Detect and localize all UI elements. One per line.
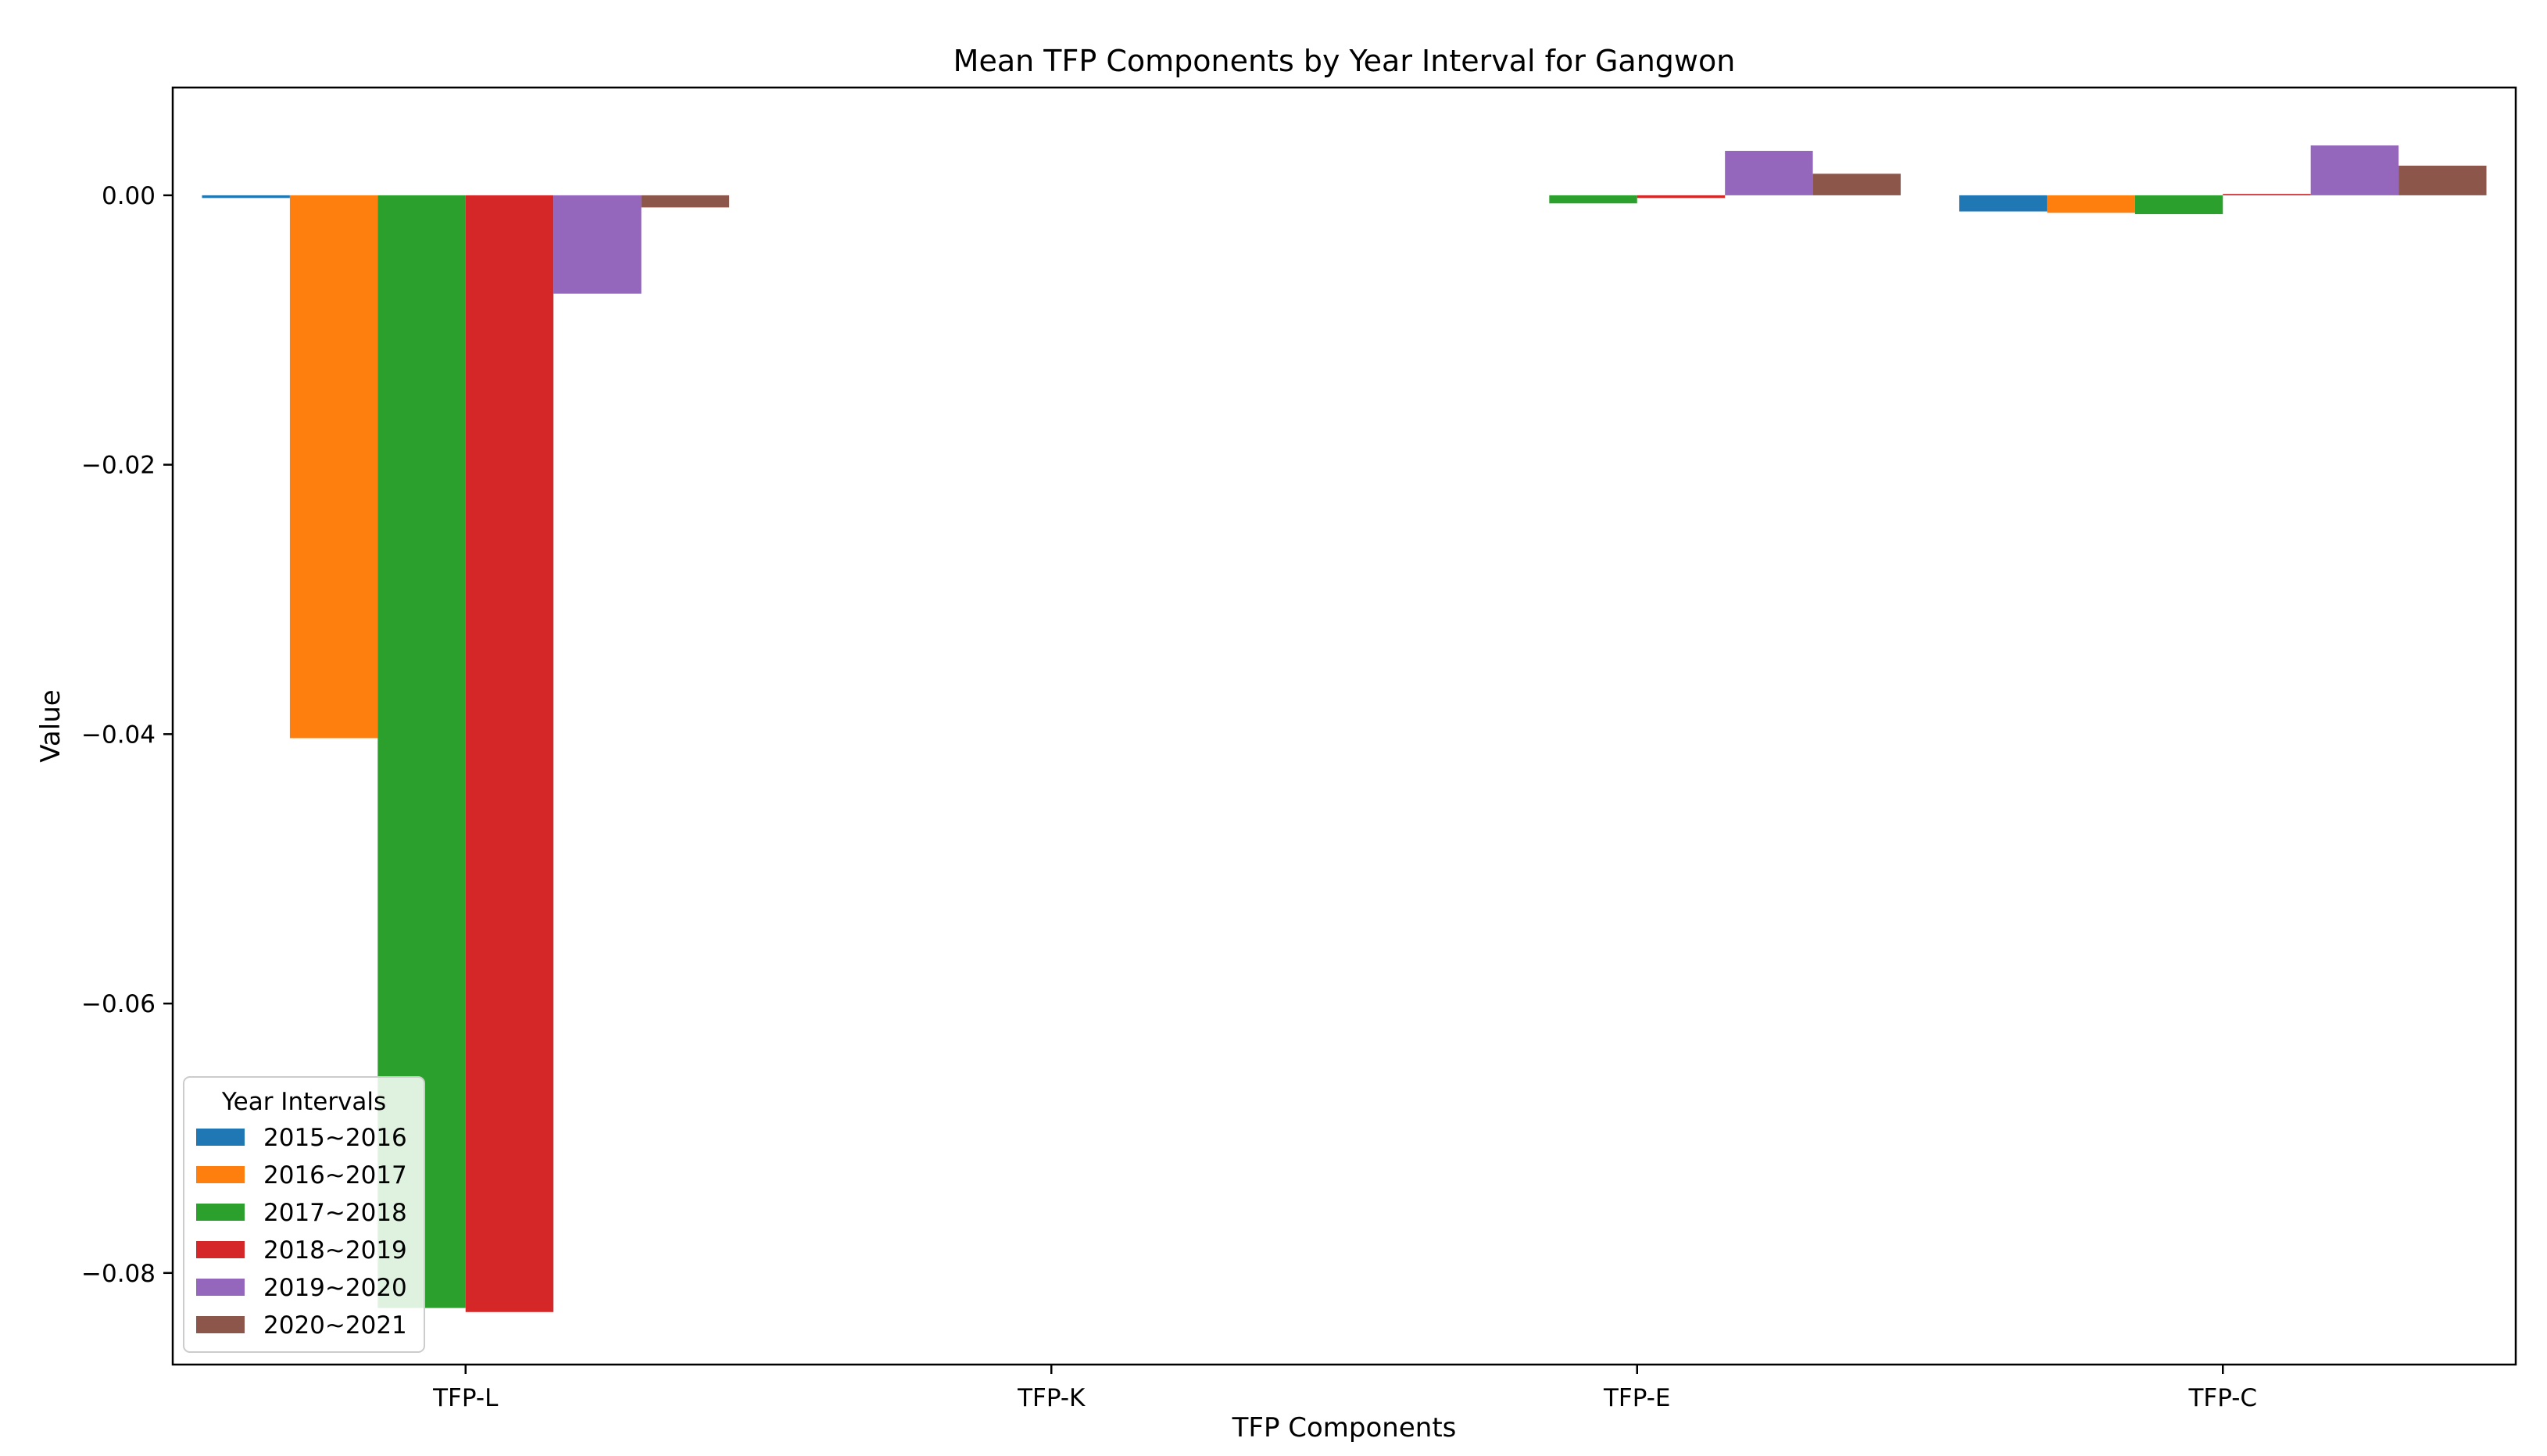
y-tick-label: 0.00: [102, 182, 156, 210]
bar-tfp-e-2017-2018: [1549, 195, 1637, 204]
y-tick-label: −0.02: [81, 452, 156, 480]
x-axis-label: TFP Components: [1232, 1412, 1457, 1443]
bars-layer: [202, 145, 2487, 1312]
legend-label: 2020~2021: [263, 1311, 407, 1340]
legend-label: 2016~2017: [263, 1161, 407, 1189]
bar-tfp-c-2016-2017: [2047, 195, 2135, 213]
bar-tfp-c-2018-2019: [2223, 194, 2311, 195]
legend-label: 2015~2016: [263, 1124, 407, 1152]
bar-tfp-l-2020-2021: [641, 195, 730, 208]
legend-swatch: [196, 1166, 245, 1183]
bar-tfp-c-2019-2020: [2310, 145, 2399, 195]
legend-swatch: [196, 1279, 245, 1296]
y-axis-label: Value: [35, 689, 66, 762]
legend-label: 2018~2019: [263, 1236, 407, 1265]
legend-label: 2019~2020: [263, 1274, 407, 1302]
x-tick-label: TFP-C: [2187, 1384, 2257, 1412]
y-tick-label: −0.06: [81, 990, 156, 1018]
bar-tfp-c-2015-2016: [1959, 195, 2048, 212]
bar-tfp-e-2019-2020: [1725, 151, 1813, 195]
x-tick-label: TFP-E: [1603, 1384, 1671, 1412]
bar-tfp-e-2020-2021: [1812, 174, 1901, 195]
bar-tfp-l-2018-2019: [465, 195, 554, 1312]
bar-tfp-l-2019-2020: [553, 195, 642, 294]
plot-frame: [171, 86, 2517, 1366]
x-tick-label: TFP-K: [1017, 1384, 1086, 1412]
bar-tfp-l-2016-2017: [289, 195, 378, 739]
bar-tfp-c-2020-2021: [2399, 165, 2487, 195]
x-tick-label: TFP-L: [432, 1384, 499, 1412]
y-tick-label: −0.08: [81, 1260, 156, 1288]
legend-swatch: [196, 1204, 245, 1221]
legend-label: 2017~2018: [263, 1199, 407, 1227]
legend-swatch: [196, 1316, 245, 1333]
axes-layer: 0.00 −0.02 −0.04 −0.06 −0.08 TFP-L TFP-K TFP-E T…: [81, 182, 2257, 1412]
y-tick-label: −0.04: [81, 721, 156, 749]
bar-tfp-l-2015-2016: [202, 195, 290, 199]
bar-tfp-c-2017-2018: [2134, 195, 2223, 215]
legend: Year Intervals 2015~2016 2016~2017 2017~201…: [183, 1076, 425, 1353]
legend-swatch: [196, 1129, 245, 1146]
legend-swatch: [196, 1241, 245, 1258]
bar-tfp-e-2018-2019: [1637, 195, 1726, 199]
legend-title: Year Intervals: [221, 1088, 386, 1116]
chart-title: Mean TFP Components by Year Interval for…: [953, 44, 1736, 78]
